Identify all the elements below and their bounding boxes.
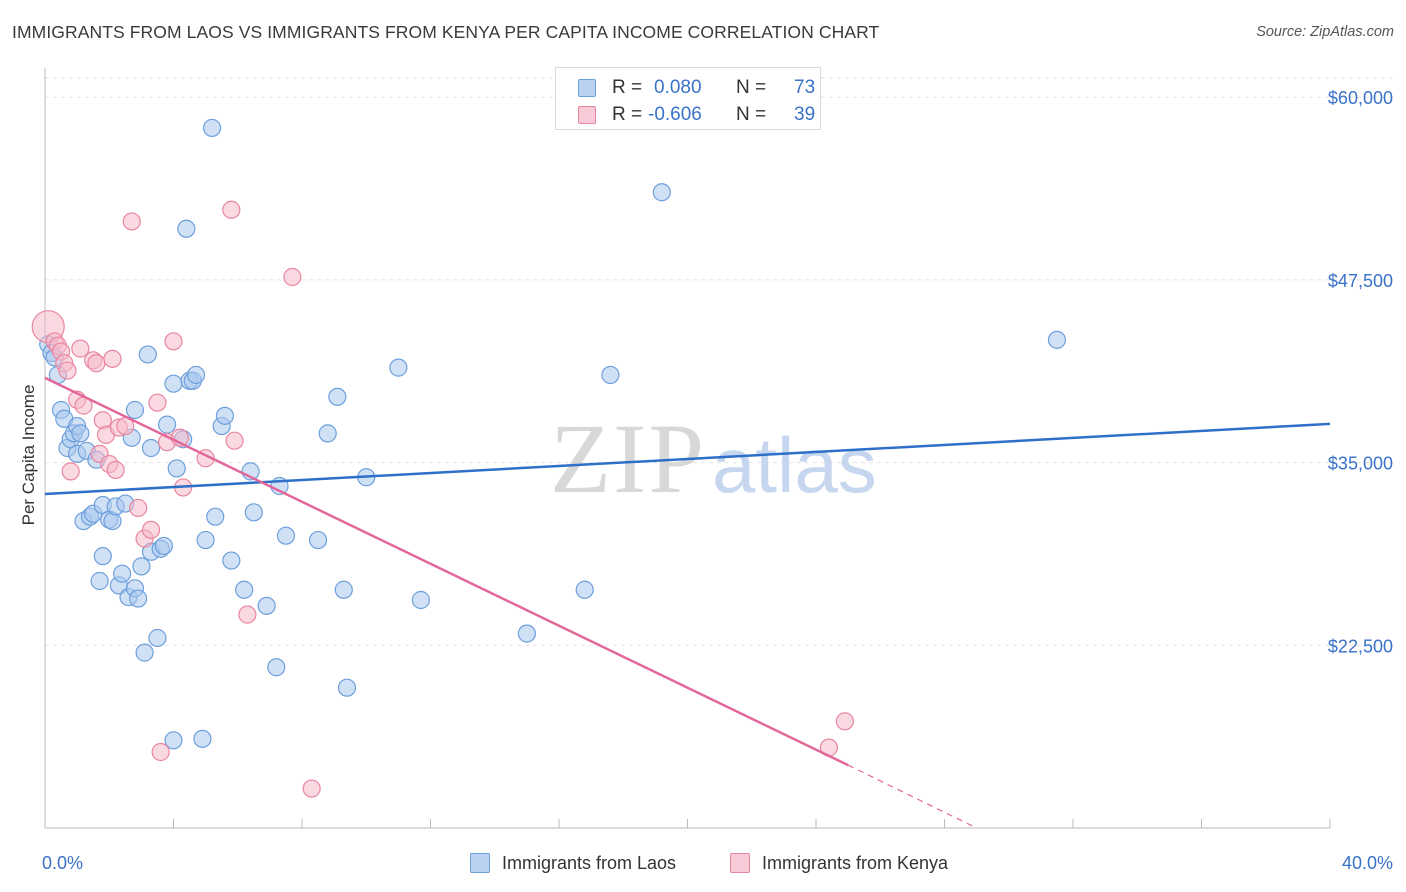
laos-point	[411, 590, 430, 610]
laos-point	[215, 406, 234, 425]
laos-point	[334, 580, 353, 599]
y-axis-label: Per Capita Income	[19, 385, 38, 526]
series-legend-kenya-label: Immigrants from Kenya	[762, 853, 949, 873]
laos-point	[1047, 330, 1067, 349]
axes	[44, 68, 1331, 829]
kenya-point	[122, 212, 141, 231]
laos-point	[129, 589, 148, 608]
laos-point	[90, 571, 109, 591]
laos-point	[125, 400, 145, 420]
laos-point	[206, 507, 225, 526]
laos-point	[135, 643, 154, 662]
laos-point	[328, 387, 347, 406]
kenya-point	[151, 742, 170, 762]
axis-labels: $22,500 $35,000 $47,500 $60,000 0.0% 40.0% Per…	[19, 88, 1393, 873]
kenya-point	[61, 462, 80, 481]
laos-point	[132, 557, 151, 576]
laos-point	[575, 580, 594, 599]
y-tick-label: $22,500	[1328, 636, 1393, 656]
legend-r-value: -0.606	[648, 104, 702, 125]
kenya-point	[129, 498, 148, 518]
laos-point	[141, 438, 161, 458]
laos-point	[308, 530, 328, 550]
series-legend-kenya-swatch	[730, 853, 750, 873]
legend-n-label: N =	[736, 77, 767, 98]
kenya-point	[302, 779, 321, 798]
laos-point	[222, 551, 241, 570]
laos-point	[276, 526, 296, 545]
kenya-point	[225, 431, 244, 450]
laos-point	[177, 219, 196, 238]
kenya-point	[148, 393, 167, 412]
laos-point	[71, 424, 90, 443]
kenya-point	[103, 349, 122, 368]
kenya-point	[106, 460, 125, 480]
legend-swatch-laos	[578, 79, 596, 97]
x-tick-label: 0.0%	[42, 853, 83, 873]
laos-point	[164, 731, 183, 750]
legend-r-label: R =	[612, 77, 643, 98]
legend-r-value: 0.080	[654, 77, 702, 98]
kenya-point	[58, 361, 77, 380]
y-tick-label: $60,000	[1328, 88, 1393, 108]
correlation-legend: R = 0.080 N = 73 R = -0.606 N = 39	[555, 67, 821, 130]
kenya-point	[222, 200, 241, 219]
x-tick-label: 40.0%	[1342, 853, 1393, 873]
laos-point	[257, 596, 276, 615]
kenya-point	[835, 712, 855, 731]
series-legend-laos-label: Immigrants from Laos	[502, 853, 677, 873]
laos-point	[267, 658, 286, 677]
y-tick-label: $47,500	[1328, 271, 1393, 291]
laos-point	[138, 345, 157, 364]
series-kenya-points	[31, 200, 855, 798]
kenya-trend-extension	[847, 764, 977, 829]
kenya-point	[283, 267, 302, 287]
laos-point	[318, 424, 337, 443]
legend-r-label: R =	[612, 104, 643, 125]
legend-n-value: 73	[794, 77, 816, 98]
grid-lines	[45, 77, 1393, 646]
laos-point	[157, 415, 177, 434]
laos-point	[148, 628, 167, 648]
series-legend-laos-swatch	[470, 853, 490, 873]
laos-point	[389, 358, 408, 377]
legend-swatch-kenya	[578, 106, 596, 124]
laos-point	[337, 678, 357, 697]
kenya-point	[164, 332, 183, 351]
laos-point	[164, 374, 183, 393]
laos-point	[196, 530, 215, 550]
trend-lines	[44, 376, 1331, 829]
source-label: Source: ZipAtlas.com	[1256, 24, 1394, 40]
laos-point	[186, 365, 206, 385]
laos-point	[235, 580, 254, 599]
y-tick-label: $35,000	[1328, 454, 1393, 474]
kenya-point	[87, 354, 106, 373]
chart-title: IMMIGRANTS FROM LAOS VS IMMIGRANTS FROM …	[12, 22, 880, 42]
laos-point	[601, 365, 620, 385]
laos-point	[193, 729, 212, 748]
laos-point	[202, 118, 222, 138]
laos-point	[517, 624, 536, 643]
watermark-atlas: atlas	[712, 421, 877, 509]
laos-point	[652, 183, 671, 202]
kenya-point	[141, 520, 161, 539]
kenya-point	[238, 605, 257, 624]
laos-point	[154, 536, 173, 556]
laos-point	[244, 503, 263, 522]
laos-point	[112, 564, 132, 583]
legend-n-value: 39	[794, 104, 816, 125]
legend-n-label: N =	[736, 104, 767, 125]
laos-point	[167, 459, 186, 478]
laos-point	[93, 547, 112, 566]
kenya-trend-line	[44, 376, 849, 767]
kenya-point	[71, 339, 90, 358]
